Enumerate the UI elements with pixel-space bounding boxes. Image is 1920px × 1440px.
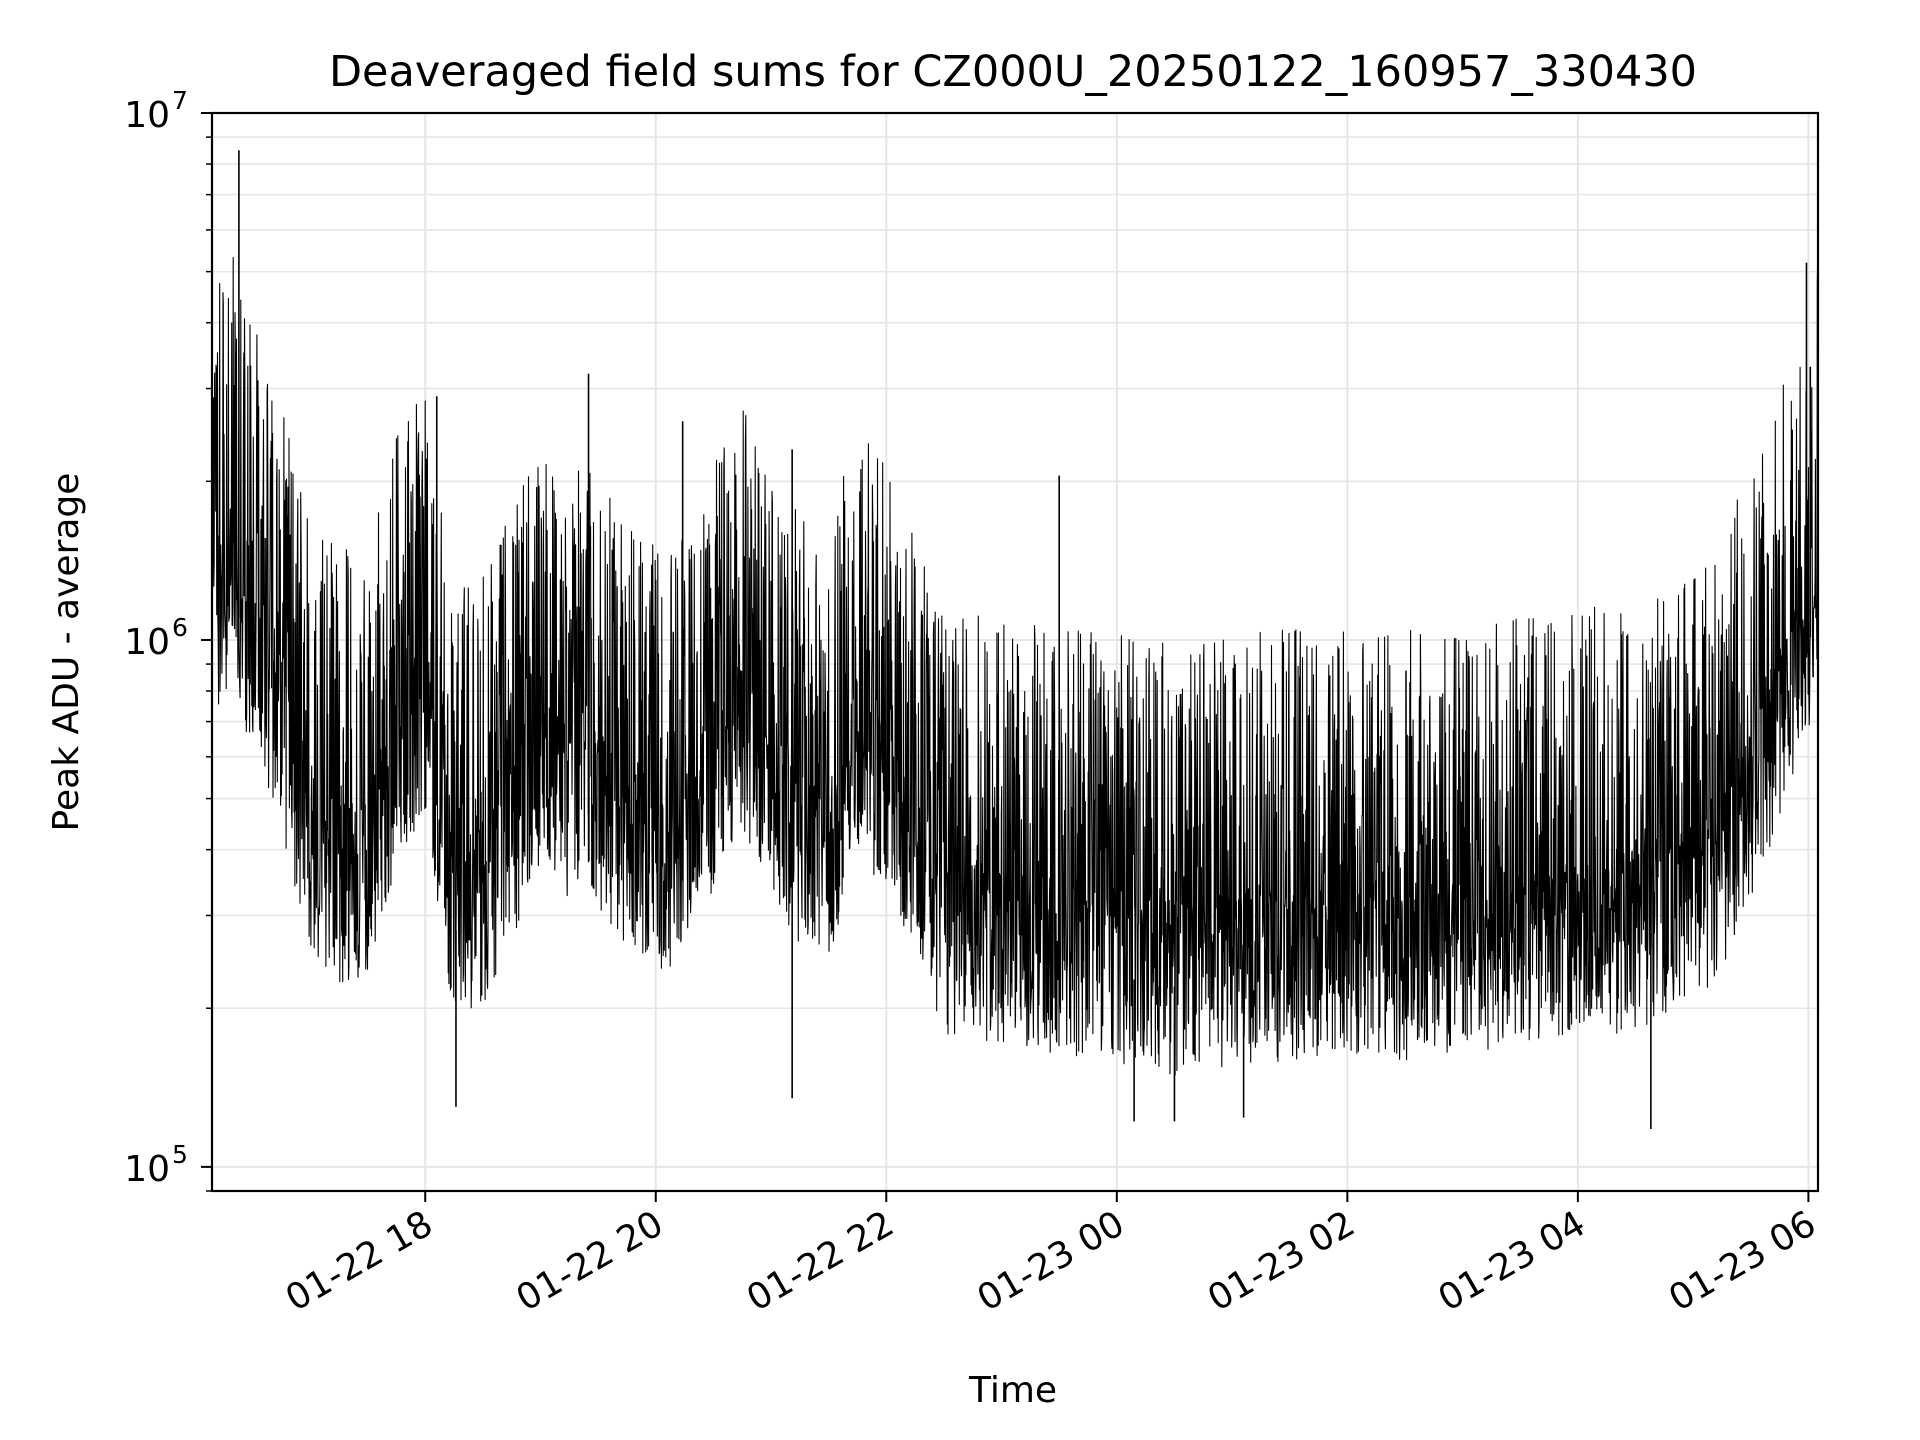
plot-area-frame: [210, 111, 1820, 1193]
chart-title: Deaveraged field sums for CZ000U_2025012…: [329, 47, 1697, 97]
series-line: [211, 256, 1819, 1076]
y-tick-label: 10: [124, 95, 170, 136]
y-tick-label-exponent: 5: [172, 1140, 188, 1169]
y-tick-label-exponent: 6: [172, 613, 188, 642]
y-tick-label-exponent: 7: [172, 86, 188, 115]
x-axis-label: Time: [968, 1370, 1057, 1411]
y-tick-label: 10: [124, 1149, 170, 1190]
y-axis-label: Peak ADU - average: [46, 473, 87, 832]
series-layer: [211, 150, 1819, 1130]
y-tick-label: 10: [124, 622, 170, 663]
